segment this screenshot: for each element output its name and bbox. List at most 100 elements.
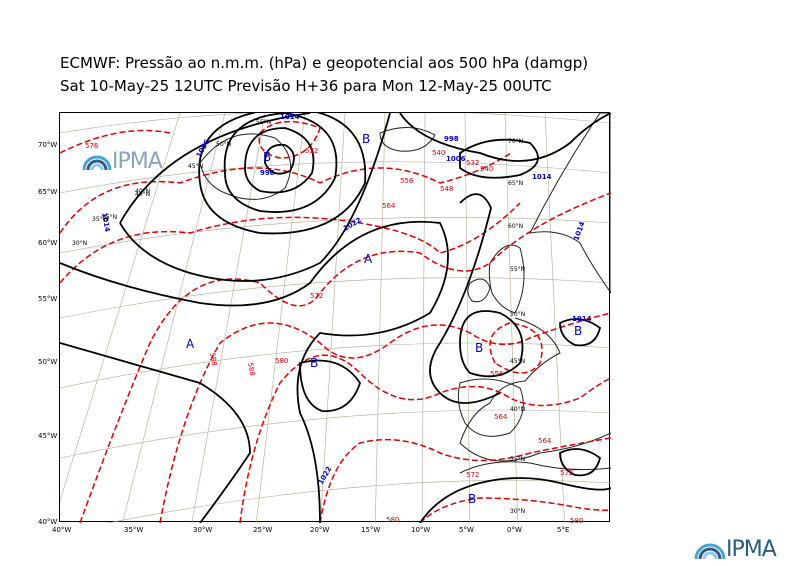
- geopotential-label: 540: [480, 165, 493, 173]
- geopotential-label: 564: [382, 202, 396, 210]
- parallel-line: [60, 216, 611, 254]
- ipma-logo-text: IPMA: [726, 537, 777, 562]
- ireland-coast: [467, 278, 491, 303]
- pressure-center-low: B: [310, 356, 318, 370]
- geopotential-labels: 576 532 540 548 556 564 572 580 588 588 …: [85, 142, 583, 523]
- ipma-rainbow-icon: [694, 543, 726, 559]
- bottom-axis-label: 20°W: [310, 526, 330, 534]
- geopotential-contour: [258, 120, 321, 159]
- parallel-line: [60, 113, 611, 134]
- left-axis-label: 55°W: [38, 295, 58, 303]
- left-axis-label: 45°W: [38, 432, 58, 440]
- africa-coast: [459, 461, 611, 474]
- graticule-label: 30°N: [510, 508, 525, 515]
- left-axis-label: 50°W: [38, 358, 58, 366]
- isobar-label: 1014: [532, 173, 552, 181]
- parallel-line: [60, 342, 611, 389]
- geopotential-label: 548: [440, 185, 453, 193]
- graticule-label: 55°N: [510, 266, 525, 273]
- coastlines: [199, 113, 611, 474]
- isobar: [459, 138, 539, 179]
- geopotential-label: 532: [305, 147, 318, 155]
- isobar: [244, 127, 315, 194]
- graticule-label: 50°N: [216, 141, 231, 148]
- isobar: [299, 359, 361, 412]
- synoptic-map: B B A A B B B B 1014 990 1006 998 1006 1…: [59, 112, 611, 523]
- pressure-center-low: B: [263, 150, 271, 164]
- isobar: [119, 113, 391, 282]
- ipma-logo-corner: IPMA: [694, 537, 777, 562]
- pressure-center-low: B: [475, 341, 483, 355]
- isobar-label: 1014: [572, 221, 586, 242]
- bottom-axis-label: 25°W: [253, 526, 273, 534]
- graticule-labels: 55°N 50°N 45°N 40°N 35°N 30°N 70°N 65°N …: [72, 119, 525, 515]
- graticule-label: 55°N: [256, 119, 271, 126]
- geopotential-contour: [60, 202, 521, 284]
- isobar-label: 1006: [446, 155, 466, 163]
- europe-coast: [459, 317, 611, 462]
- bottom-axis-label: 10°W: [411, 526, 431, 534]
- meridian-line: [374, 113, 386, 523]
- bottom-axis-label: 5°W: [459, 526, 474, 534]
- geopotential-contour: [319, 437, 611, 523]
- graticule-label: 30°N: [72, 240, 87, 247]
- graticule-label: 40°N: [135, 188, 150, 195]
- isobar: [264, 143, 295, 175]
- greenland-coast: [199, 133, 292, 200]
- graticule-label: 35°N: [510, 456, 525, 463]
- left-axis-label: 40°W: [38, 518, 58, 526]
- geopotential-label: 588: [208, 352, 218, 367]
- graticule-label: 45°N: [188, 163, 203, 170]
- isobar-label: 1014: [572, 315, 592, 323]
- isobar: [559, 448, 602, 477]
- left-axis-label: 65°W: [38, 188, 58, 196]
- graticule-label: 35°W: [92, 216, 109, 223]
- meridian-line: [504, 113, 518, 523]
- left-axis-label: 60°W: [38, 239, 58, 247]
- isobars: [60, 113, 611, 523]
- isobar-label: 990: [260, 169, 275, 177]
- iberia-coast: [457, 378, 524, 437]
- geopotential-label: 572: [466, 471, 479, 479]
- graticule-label: 60°N: [508, 223, 523, 230]
- meridian-line: [60, 113, 181, 502]
- meridian-line: [464, 113, 471, 523]
- meridian-line: [421, 113, 426, 523]
- pressure-center-low: B: [574, 324, 582, 338]
- meridian-line: [191, 113, 266, 523]
- meridian-line: [320, 113, 346, 523]
- map-canvas: B B A A B B B B 1014 990 1006 998 1006 1…: [60, 113, 611, 523]
- parallel-line: [106, 479, 611, 523]
- parallel-line: [60, 161, 611, 194]
- isobar: [198, 113, 367, 235]
- geopotential-contour: [60, 152, 512, 234]
- iceland-coast: [379, 127, 436, 152]
- isobar: [429, 193, 501, 404]
- graticule-label: 40°N: [135, 191, 150, 198]
- isobar-label: 1014: [100, 212, 111, 233]
- pressure-center-high: A: [186, 337, 195, 351]
- geopotential-contour: [159, 312, 611, 523]
- graticule-label: 65°N: [508, 180, 523, 187]
- geopotential-label: 564: [494, 413, 508, 421]
- chart-title-line1: ECMWF: Pressão ao n.m.m. (hPa) e geopote…: [60, 54, 589, 72]
- pressure-center-low: B: [468, 492, 476, 506]
- bottom-axis-label: 35°W: [124, 526, 144, 534]
- isobar: [60, 342, 251, 523]
- left-axis-label: 70°W: [38, 141, 58, 149]
- isobar: [419, 477, 611, 523]
- isobar: [223, 113, 338, 213]
- isobar-label: 1022: [342, 216, 363, 233]
- graticule-label: 70°N: [508, 138, 523, 145]
- geopotential-label: 588: [246, 362, 256, 377]
- pressure-center-low: B: [362, 132, 370, 146]
- geopotential-label: 564: [538, 437, 552, 445]
- isobar: [459, 310, 524, 378]
- pressure-centers: B B A A B B B B: [186, 132, 582, 506]
- bottom-axis-label: 0°W: [507, 526, 522, 534]
- geopotential-label: 532: [466, 159, 479, 167]
- isobar: [60, 220, 449, 523]
- geopotential-label: 580: [386, 516, 399, 523]
- geopotential-contour: [419, 497, 611, 523]
- geopotential-contour: [489, 322, 543, 374]
